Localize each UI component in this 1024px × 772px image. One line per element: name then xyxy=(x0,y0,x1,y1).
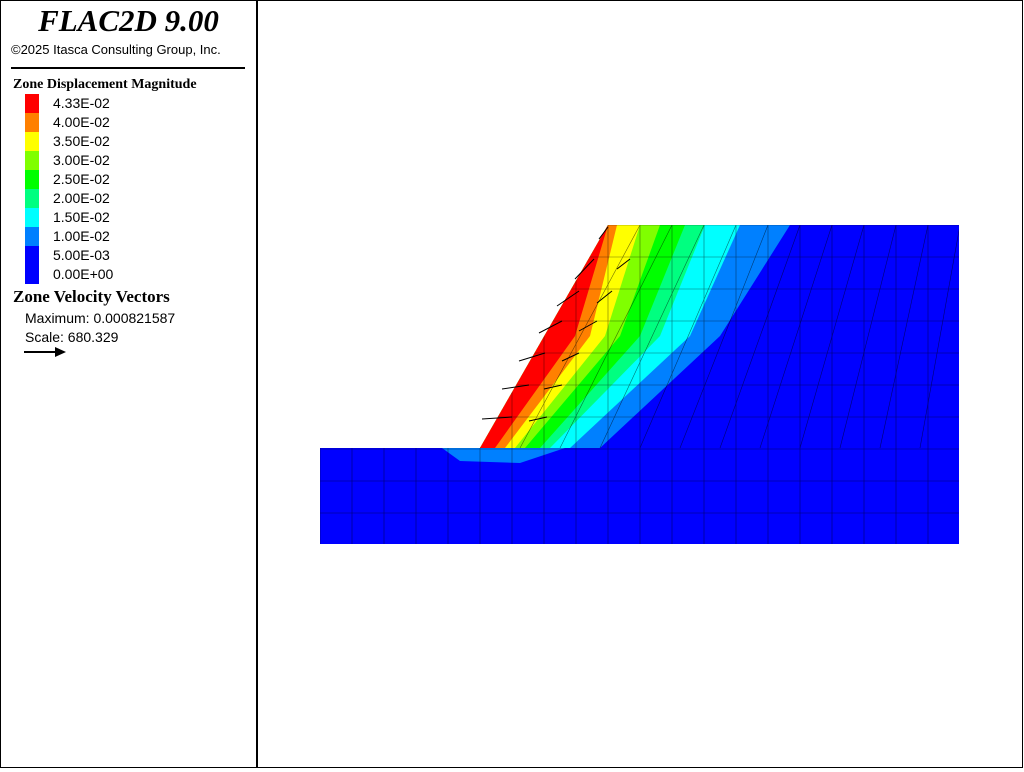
legend-swatch xyxy=(25,94,39,113)
velocity-vector xyxy=(518,352,546,362)
velocity-vector xyxy=(574,258,595,280)
scale-arrow xyxy=(24,347,66,357)
legend-label: 1.00E-02 xyxy=(53,228,110,244)
mesh-line xyxy=(559,225,673,449)
vectors-title: Zone Velocity Vectors xyxy=(13,287,170,306)
legend-swatch xyxy=(25,189,39,208)
separator xyxy=(11,67,245,69)
legend-label: 5.00E-03 xyxy=(53,247,110,263)
mesh-line xyxy=(879,225,929,449)
velocity-vector xyxy=(538,320,563,334)
legend-swatch xyxy=(25,265,39,284)
app-title: FLAC2D 9.00 xyxy=(38,3,219,38)
mesh-line xyxy=(519,225,641,449)
mesh-line xyxy=(839,225,897,449)
legend-swatch xyxy=(25,132,39,151)
velocity-vector xyxy=(616,258,631,270)
legend-label: 4.33E-02 xyxy=(53,95,110,111)
mesh-line xyxy=(919,225,959,449)
velocity-vector xyxy=(501,384,530,390)
mesh-line xyxy=(719,225,801,449)
velocity-vector xyxy=(561,352,580,362)
legend-swatch xyxy=(25,227,39,246)
velocity-vector xyxy=(598,226,609,240)
contours xyxy=(320,225,959,544)
legend-swatch xyxy=(25,246,39,265)
mesh-line xyxy=(679,225,769,449)
vectors-scale: Scale: 680.329 xyxy=(25,329,119,345)
legend-label: 0.00E+00 xyxy=(53,266,114,282)
velocity-vector xyxy=(596,290,613,304)
velocity-vector xyxy=(556,290,580,307)
mesh-line xyxy=(639,225,737,449)
model-view xyxy=(257,0,1023,768)
mesh-grid xyxy=(320,225,959,544)
legend-label: 4.00E-02 xyxy=(53,114,110,130)
legend-swatch xyxy=(25,151,39,170)
mesh-line xyxy=(759,225,833,449)
legend-title: Zone Displacement Magnitude xyxy=(13,77,197,92)
mesh-line xyxy=(799,225,865,449)
legend-swatch xyxy=(25,170,39,189)
velocity-vector xyxy=(543,384,563,390)
velocity-vector xyxy=(578,320,598,332)
legend-swatch xyxy=(25,113,39,132)
velocity-vectors xyxy=(481,226,631,422)
velocity-vector xyxy=(481,416,513,420)
legend-label: 2.00E-02 xyxy=(53,190,110,206)
copyright: ©2025 Itasca Consulting Group, Inc. xyxy=(11,42,221,57)
legend-label: 3.50E-02 xyxy=(53,133,110,149)
legend-swatch xyxy=(25,208,39,227)
mesh-line xyxy=(599,225,705,449)
legend-panel: FLAC2D 9.00 ©2025 Itasca Consulting Grou… xyxy=(0,0,258,768)
model-plot xyxy=(320,225,959,544)
vectors-maximum: Maximum: 0.000821587 xyxy=(25,310,176,326)
legend-label: 2.50E-02 xyxy=(53,171,110,187)
velocity-vector xyxy=(528,416,548,422)
legend-label: 3.00E-02 xyxy=(53,152,110,168)
legend-label: 1.50E-02 xyxy=(53,209,110,225)
